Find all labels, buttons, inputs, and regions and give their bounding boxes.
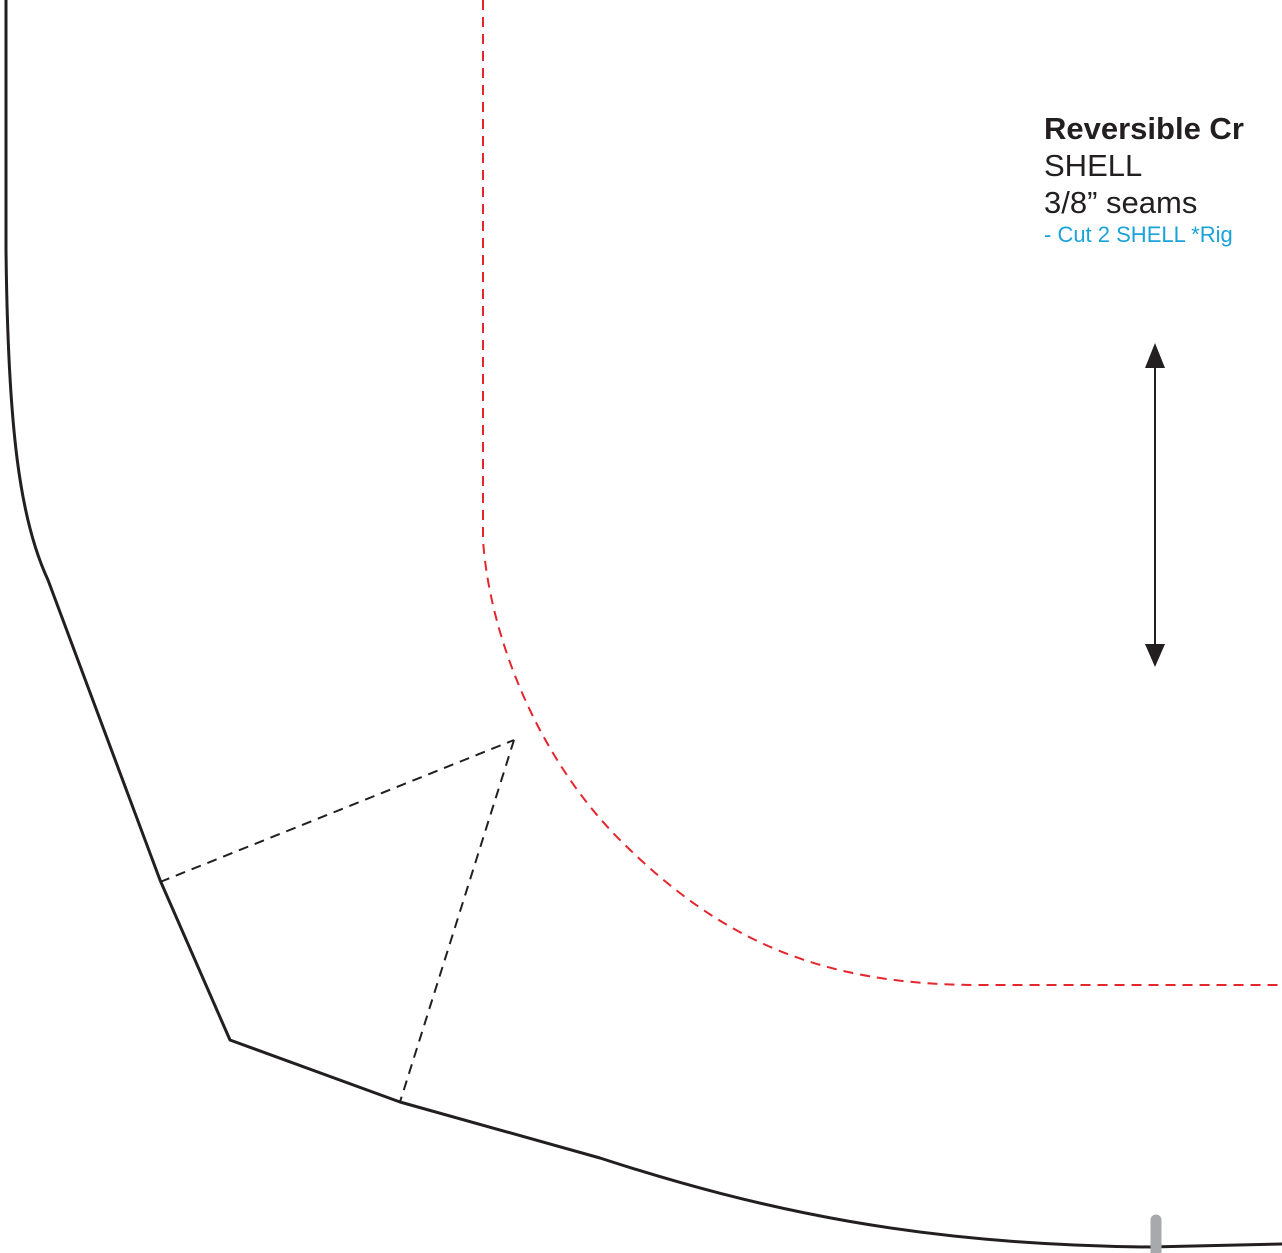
dart-line-lower: [399, 739, 515, 1103]
seam-allowance: 3/8” seams: [1044, 185, 1198, 220]
cutting-outline: [4, 0, 1282, 1249]
pattern-title: Reversible Cr: [1044, 111, 1244, 146]
dart-line-upper: [159, 739, 515, 883]
cut-instruction: - Cut 2 SHELL *Rig: [1044, 222, 1233, 247]
stitch-line: [482, 0, 1282, 986]
grainline-arrow-icon: [1145, 343, 1165, 667]
piece-name: SHELL: [1044, 148, 1143, 183]
pattern-label: Reversible Cr SHELL 3/8” seams - Cut 2 S…: [1044, 110, 1244, 249]
